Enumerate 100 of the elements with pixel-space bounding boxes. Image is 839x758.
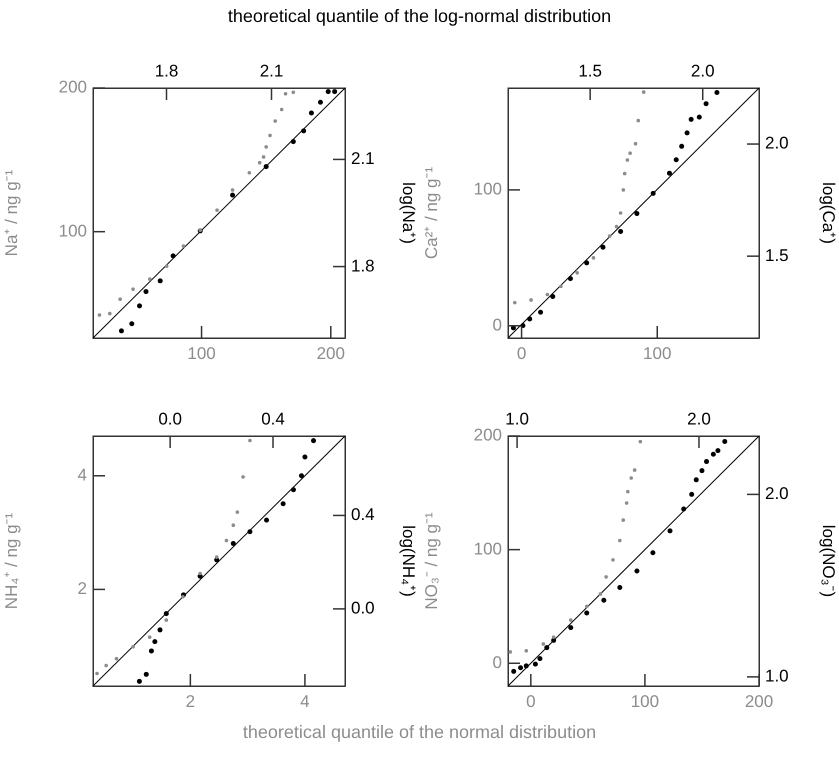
x2-axis-title: theoretical quantile of the log-normal distribution [226, 6, 612, 27]
point [198, 572, 202, 576]
point [148, 277, 152, 281]
point [98, 313, 102, 317]
point [568, 276, 573, 282]
point [584, 610, 590, 616]
point [584, 604, 589, 608]
y-tick-label: 100 [474, 180, 502, 199]
y2-tick-label: 1.8 [351, 256, 375, 276]
point [332, 89, 338, 94]
y-axis-title: Ca²⁺ / ng g⁻¹ [422, 166, 441, 260]
y2-tick-label: 2.1 [351, 149, 375, 168]
point [632, 468, 636, 472]
y-tick-label: 200 [58, 78, 87, 97]
point [264, 145, 268, 149]
x2-tick-label: 1.0 [505, 409, 529, 428]
point [290, 139, 296, 144]
point [131, 644, 135, 649]
point [215, 208, 219, 212]
point [634, 568, 640, 574]
point [114, 656, 118, 661]
point [696, 114, 702, 120]
y2-tick-label: 0.4 [351, 505, 375, 524]
point [118, 297, 122, 302]
point [230, 188, 234, 192]
point [108, 312, 112, 316]
point [650, 550, 656, 556]
x-tick-label: 4 [300, 692, 310, 711]
point [668, 528, 673, 534]
point [584, 260, 590, 266]
y2-tick-label: 1.5 [765, 246, 789, 265]
point [626, 158, 630, 162]
point [264, 164, 269, 170]
point [148, 635, 152, 639]
point [537, 656, 542, 662]
x2-tick-label: 1.5 [578, 61, 602, 80]
point [290, 487, 296, 492]
y-tick-label: 0 [492, 315, 502, 334]
point [666, 170, 672, 176]
y2-axis-title: log(NH₄⁺) [399, 525, 418, 597]
point [232, 523, 236, 528]
point [628, 151, 632, 156]
point [598, 592, 602, 596]
x-axis-title: theoretical quantile of the normal distribution [242, 722, 598, 743]
point [622, 188, 626, 192]
point [511, 668, 516, 674]
point [568, 618, 573, 622]
point [617, 584, 622, 590]
x-tick-label: 0 [526, 692, 536, 711]
point [104, 664, 108, 668]
x2-tick-label: 0.4 [261, 409, 285, 428]
point [248, 438, 252, 442]
x-tick-label: 2 [186, 692, 196, 711]
point [247, 529, 252, 534]
point [626, 490, 630, 494]
point [674, 157, 679, 162]
point [170, 253, 176, 258]
point [264, 518, 270, 523]
x-tick-label: 200 [744, 692, 774, 711]
point [152, 639, 158, 644]
point [164, 618, 168, 622]
point [681, 506, 686, 512]
x-tick-label: 200 [316, 344, 345, 363]
y-tick-label: 200 [474, 426, 502, 445]
point [621, 518, 626, 522]
point [704, 459, 710, 464]
point [568, 625, 574, 630]
point [704, 101, 709, 106]
point [601, 598, 606, 603]
point [284, 92, 288, 96]
point [236, 510, 240, 514]
point [164, 611, 169, 616]
point [158, 627, 163, 632]
point [684, 130, 690, 136]
point [268, 134, 272, 138]
x2-tick-label: 2.0 [690, 61, 715, 80]
point [273, 119, 278, 123]
point [224, 538, 228, 542]
point [508, 650, 512, 654]
point [129, 321, 134, 326]
point [592, 256, 596, 260]
y-tick-label: 100 [474, 539, 502, 558]
point [230, 192, 236, 198]
x2-tick-label: 1.8 [154, 61, 178, 80]
point [137, 303, 142, 308]
point [546, 292, 550, 296]
point [550, 294, 556, 300]
point [634, 211, 640, 216]
point [164, 264, 168, 268]
point [638, 440, 642, 444]
y2-axis-title: log(Ca⁺) [819, 182, 838, 244]
point [614, 224, 618, 228]
y-axis-title: Na⁺ / ng g⁻¹ [2, 169, 21, 256]
point [622, 172, 626, 176]
point [688, 116, 694, 122]
point [532, 662, 538, 667]
y-tick-label: 100 [58, 221, 87, 240]
point [301, 128, 306, 134]
point [650, 190, 656, 196]
point [634, 142, 638, 146]
